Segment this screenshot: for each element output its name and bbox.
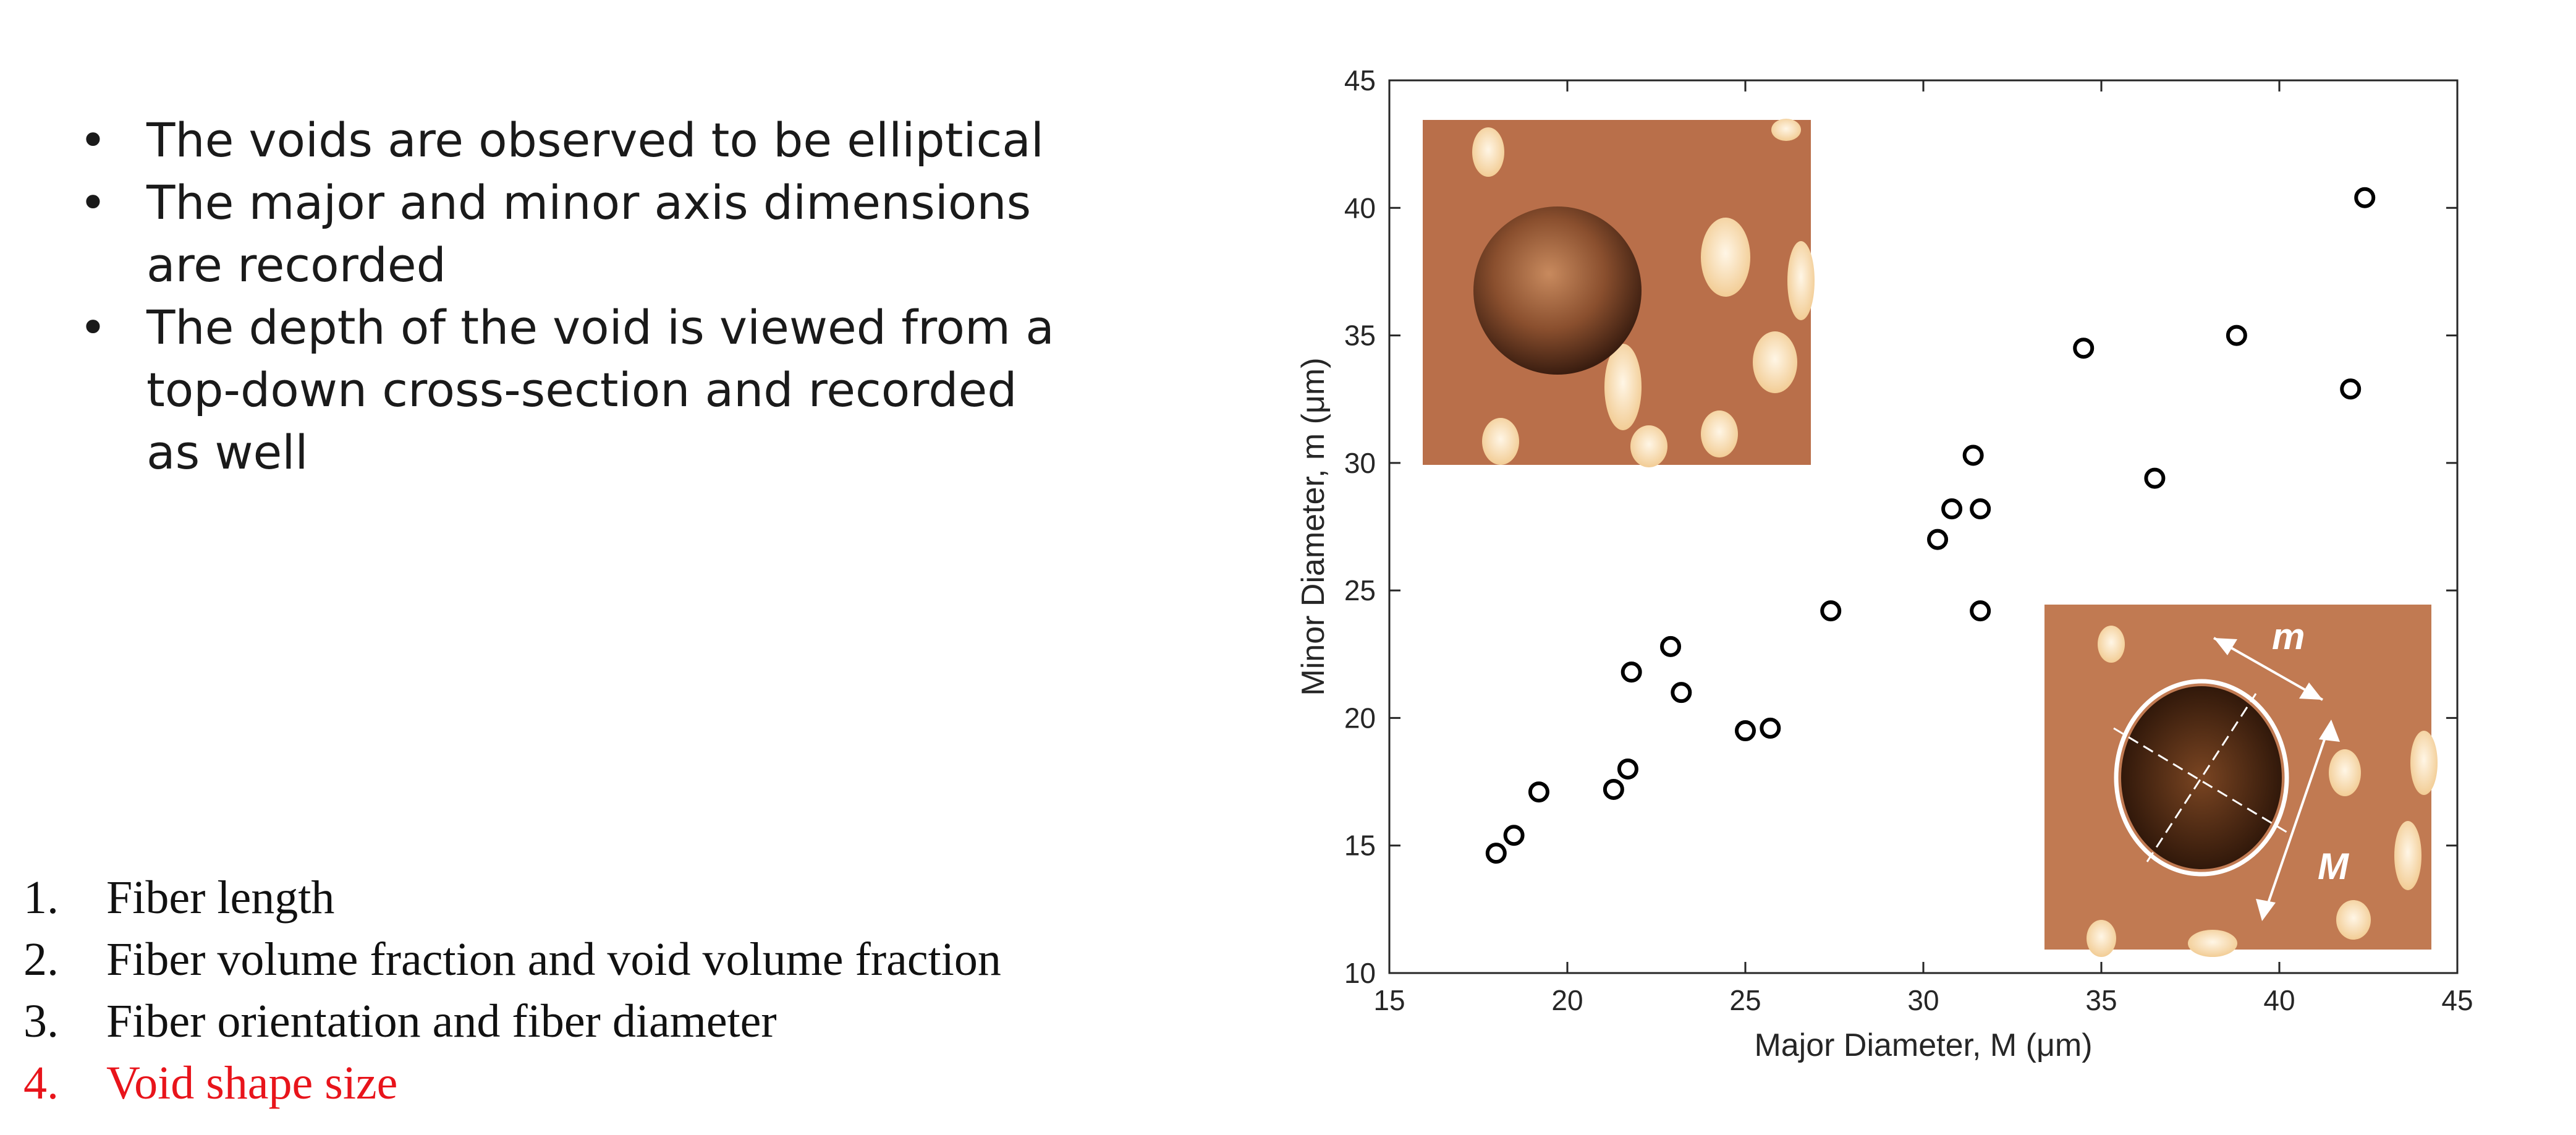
data-point	[2340, 378, 2362, 400]
data-point	[1528, 781, 1549, 803]
numbered-item: 1. Fiber length	[23, 867, 1001, 929]
data-point	[1962, 444, 1984, 466]
bullet-marker: •	[79, 175, 107, 230]
inset-label-major: M	[2318, 846, 2350, 887]
bullet-item: • The depth of the void is viewed from a …	[79, 296, 1080, 483]
x-tick-label: 40	[2263, 984, 2295, 1016]
data-point	[1660, 636, 1682, 657]
data-point	[1671, 682, 1692, 704]
data-point	[1941, 498, 1963, 520]
data-point	[2226, 325, 2247, 346]
y-tick-label: 45	[1344, 64, 1376, 96]
y-tick-label: 10	[1344, 957, 1376, 989]
data-point	[1820, 600, 1842, 622]
data-point	[2354, 187, 2376, 208]
axis-ticks	[1388, 79, 2459, 974]
numbered-item: 4. Void shape size	[23, 1052, 1001, 1114]
numbered-item: 3. Fiber orientation and fiber diameter	[23, 990, 1001, 1052]
data-points	[1485, 187, 2376, 864]
x-tick-label: 45	[2441, 984, 2473, 1016]
inset-micrograph-top	[1423, 119, 1815, 467]
data-point	[1503, 825, 1525, 846]
item-number: 3.	[23, 995, 59, 1047]
fitted-ellipse	[2114, 679, 2289, 877]
item-text: Fiber volume fraction and void volume fr…	[106, 933, 1001, 985]
data-point	[1970, 498, 1991, 520]
y-tick-label: 25	[1344, 574, 1376, 606]
x-tick-label: 25	[1729, 984, 1761, 1016]
data-point	[2144, 467, 2166, 489]
bullet-item: • The major and minor axis dimensions are…	[79, 171, 1080, 296]
item-number: 4.	[23, 1057, 59, 1109]
data-point	[1617, 758, 1638, 780]
data-point	[1485, 843, 1507, 864]
y-tick-label: 30	[1344, 447, 1376, 479]
bullet-text: The voids are observed to be elliptical	[146, 113, 1044, 168]
numbered-list: 1. Fiber length 2. Fiber volume fraction an…	[23, 867, 1001, 1114]
data-point	[1927, 529, 1949, 550]
y-axis-label: Minor Diameter, m (μm)	[1295, 357, 1331, 695]
bullet-marker: •	[79, 300, 107, 355]
bullet-list: • The voids are observed to be elliptical…	[79, 109, 1080, 483]
data-point	[1621, 661, 1642, 683]
bullet-marker: •	[79, 113, 107, 168]
x-tick-label: 35	[2085, 984, 2117, 1016]
data-point	[1603, 778, 1624, 800]
x-tick-label: 30	[1907, 984, 1939, 1016]
item-number: 2.	[23, 933, 59, 985]
y-tick-label: 20	[1344, 702, 1376, 734]
data-point	[1760, 717, 1781, 739]
y-tick-label: 35	[1344, 320, 1376, 352]
item-number: 1.	[23, 872, 59, 924]
inset-label-minor: m	[2272, 616, 2305, 657]
x-tick-label: 20	[1551, 984, 1583, 1016]
item-text: Void shape size	[106, 1057, 398, 1109]
bullet-item: • The voids are observed to be elliptical	[79, 109, 1080, 171]
bullet-text: The major and minor axis dimensions are …	[146, 175, 1032, 292]
y-tick-label: 15	[1344, 830, 1376, 862]
data-point	[2073, 338, 2095, 359]
bullet-text: The depth of the void is viewed from a t…	[146, 300, 1054, 480]
x-axis-label: Major Diameter, M (μm)	[1754, 1027, 2092, 1063]
item-text: Fiber length	[106, 872, 335, 924]
x-tick-label: 15	[1373, 984, 1405, 1016]
numbered-item: 2. Fiber volume fraction and void volume …	[23, 929, 1001, 990]
y-tick-label: 40	[1344, 192, 1376, 224]
data-point	[1970, 600, 1991, 622]
data-point	[1735, 720, 1756, 742]
major-axis-line	[2146, 693, 2257, 862]
item-text: Fiber orientation and fiber diameter	[106, 995, 777, 1047]
inset-micrograph-bottom: m M	[2044, 605, 2438, 957]
